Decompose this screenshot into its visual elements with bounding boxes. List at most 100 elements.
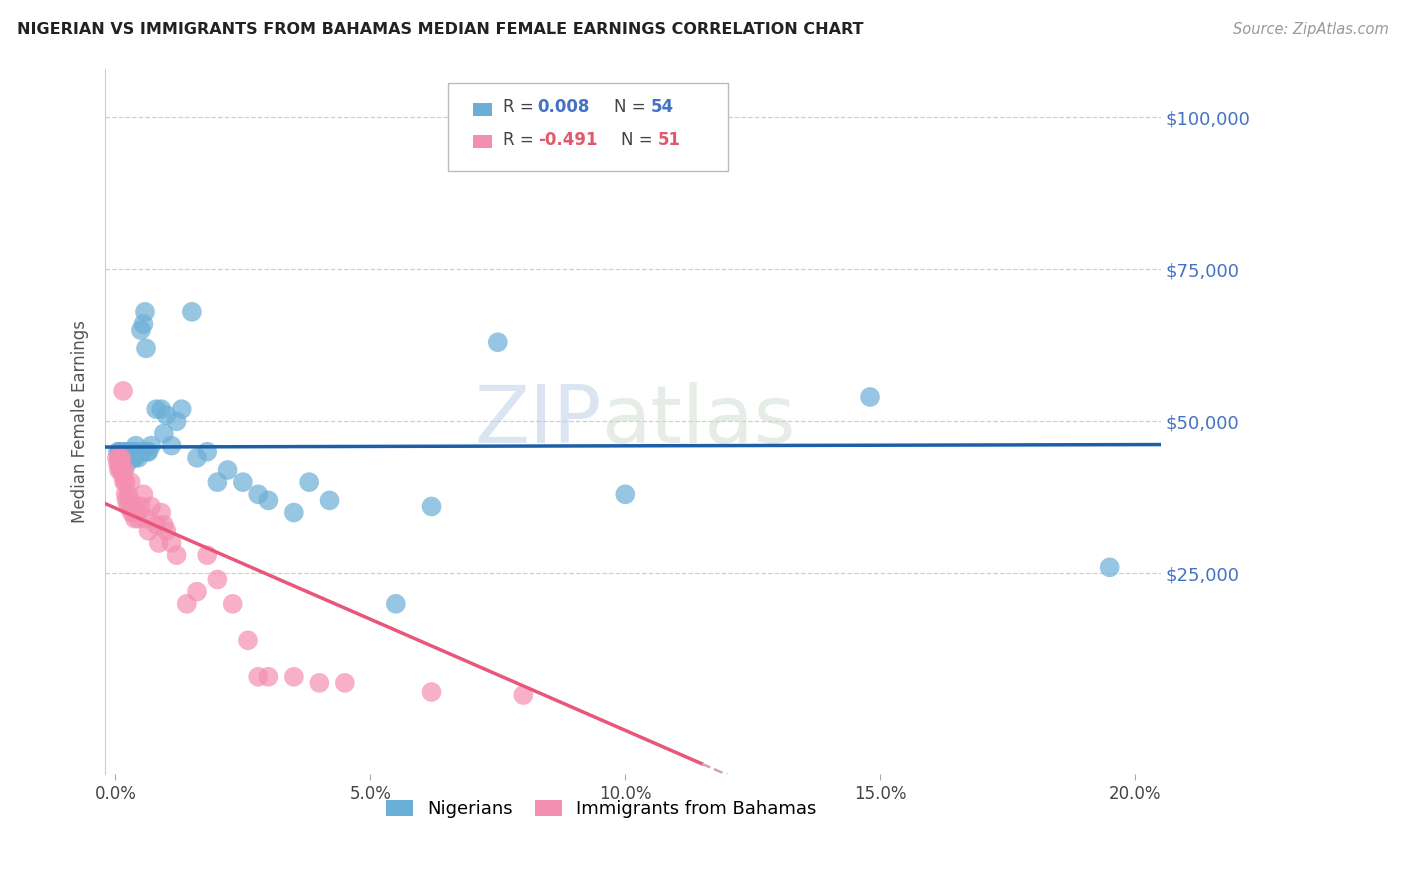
Point: [145, 517, 167, 532]
Text: ZIP: ZIP: [474, 383, 602, 460]
Point: [114, 450, 136, 465]
Point: [859, 390, 882, 404]
Point: [176, 597, 198, 611]
Text: R =: R =: [503, 98, 538, 116]
Point: [122, 506, 145, 520]
Point: [114, 444, 136, 458]
Point: [150, 506, 173, 520]
Point: [110, 450, 132, 465]
Point: [308, 676, 330, 690]
Point: [114, 487, 136, 501]
Point: [127, 511, 149, 525]
Text: -0.491: -0.491: [537, 131, 598, 149]
Point: [117, 487, 139, 501]
Point: [117, 444, 139, 458]
Point: [283, 506, 305, 520]
Point: [110, 457, 132, 471]
Point: [153, 426, 176, 441]
Point: [114, 475, 136, 490]
Point: [134, 305, 156, 319]
Point: [195, 548, 218, 562]
Point: [120, 500, 142, 514]
Point: [186, 584, 208, 599]
Point: [145, 402, 167, 417]
Point: [1098, 560, 1121, 574]
Point: [125, 439, 148, 453]
Point: [110, 450, 132, 465]
Point: [257, 670, 280, 684]
Point: [124, 511, 146, 525]
Point: [166, 414, 188, 428]
Point: [257, 493, 280, 508]
Text: N =: N =: [613, 98, 651, 116]
Point: [207, 475, 229, 490]
Point: [283, 670, 305, 684]
Point: [150, 402, 173, 417]
Point: [170, 402, 193, 417]
Point: [160, 439, 183, 453]
Text: Source: ZipAtlas.com: Source: ZipAtlas.com: [1233, 22, 1389, 37]
Point: [108, 450, 131, 465]
Text: 54: 54: [651, 98, 673, 116]
Point: [129, 500, 152, 514]
Point: [180, 305, 202, 319]
Point: [135, 342, 157, 356]
Point: [125, 444, 148, 458]
Text: atlas: atlas: [602, 383, 796, 460]
Point: [420, 500, 443, 514]
Point: [207, 573, 229, 587]
Point: [247, 487, 270, 501]
Point: [129, 323, 152, 337]
Point: [108, 444, 131, 458]
Text: R =: R =: [503, 131, 538, 149]
Point: [118, 450, 141, 465]
Point: [121, 506, 143, 520]
Point: [110, 444, 132, 458]
Point: [298, 475, 321, 490]
Point: [236, 633, 259, 648]
Point: [112, 450, 135, 465]
Point: [127, 450, 149, 465]
Point: [120, 444, 142, 458]
Point: [120, 450, 142, 465]
FancyBboxPatch shape: [449, 83, 728, 171]
Point: [112, 384, 135, 398]
Point: [108, 463, 131, 477]
FancyBboxPatch shape: [472, 103, 492, 116]
FancyBboxPatch shape: [472, 135, 492, 148]
Point: [117, 500, 139, 514]
Point: [114, 463, 136, 477]
Point: [139, 439, 162, 453]
Text: NIGERIAN VS IMMIGRANTS FROM BAHAMAS MEDIAN FEMALE EARNINGS CORRELATION CHART: NIGERIAN VS IMMIGRANTS FROM BAHAMAS MEDI…: [17, 22, 863, 37]
Point: [139, 500, 162, 514]
Text: 51: 51: [658, 131, 681, 149]
Point: [114, 450, 136, 465]
Point: [232, 475, 254, 490]
Point: [131, 444, 153, 458]
Point: [247, 670, 270, 684]
Point: [135, 511, 157, 525]
Text: N =: N =: [621, 131, 658, 149]
Point: [122, 450, 145, 465]
Point: [136, 444, 159, 458]
Point: [132, 487, 155, 501]
Point: [117, 450, 139, 465]
Point: [125, 506, 148, 520]
Point: [115, 457, 138, 471]
Text: 0.008: 0.008: [537, 98, 591, 116]
Point: [318, 493, 340, 508]
Point: [105, 450, 128, 465]
Point: [112, 475, 135, 490]
Point: [160, 536, 183, 550]
Point: [333, 676, 356, 690]
Point: [153, 517, 176, 532]
Point: [107, 457, 129, 471]
Point: [124, 450, 146, 465]
Point: [420, 685, 443, 699]
Point: [614, 487, 637, 501]
Point: [115, 493, 138, 508]
Point: [385, 597, 408, 611]
Point: [138, 524, 160, 538]
Y-axis label: Median Female Earnings: Median Female Earnings: [72, 320, 89, 523]
Point: [195, 444, 218, 458]
